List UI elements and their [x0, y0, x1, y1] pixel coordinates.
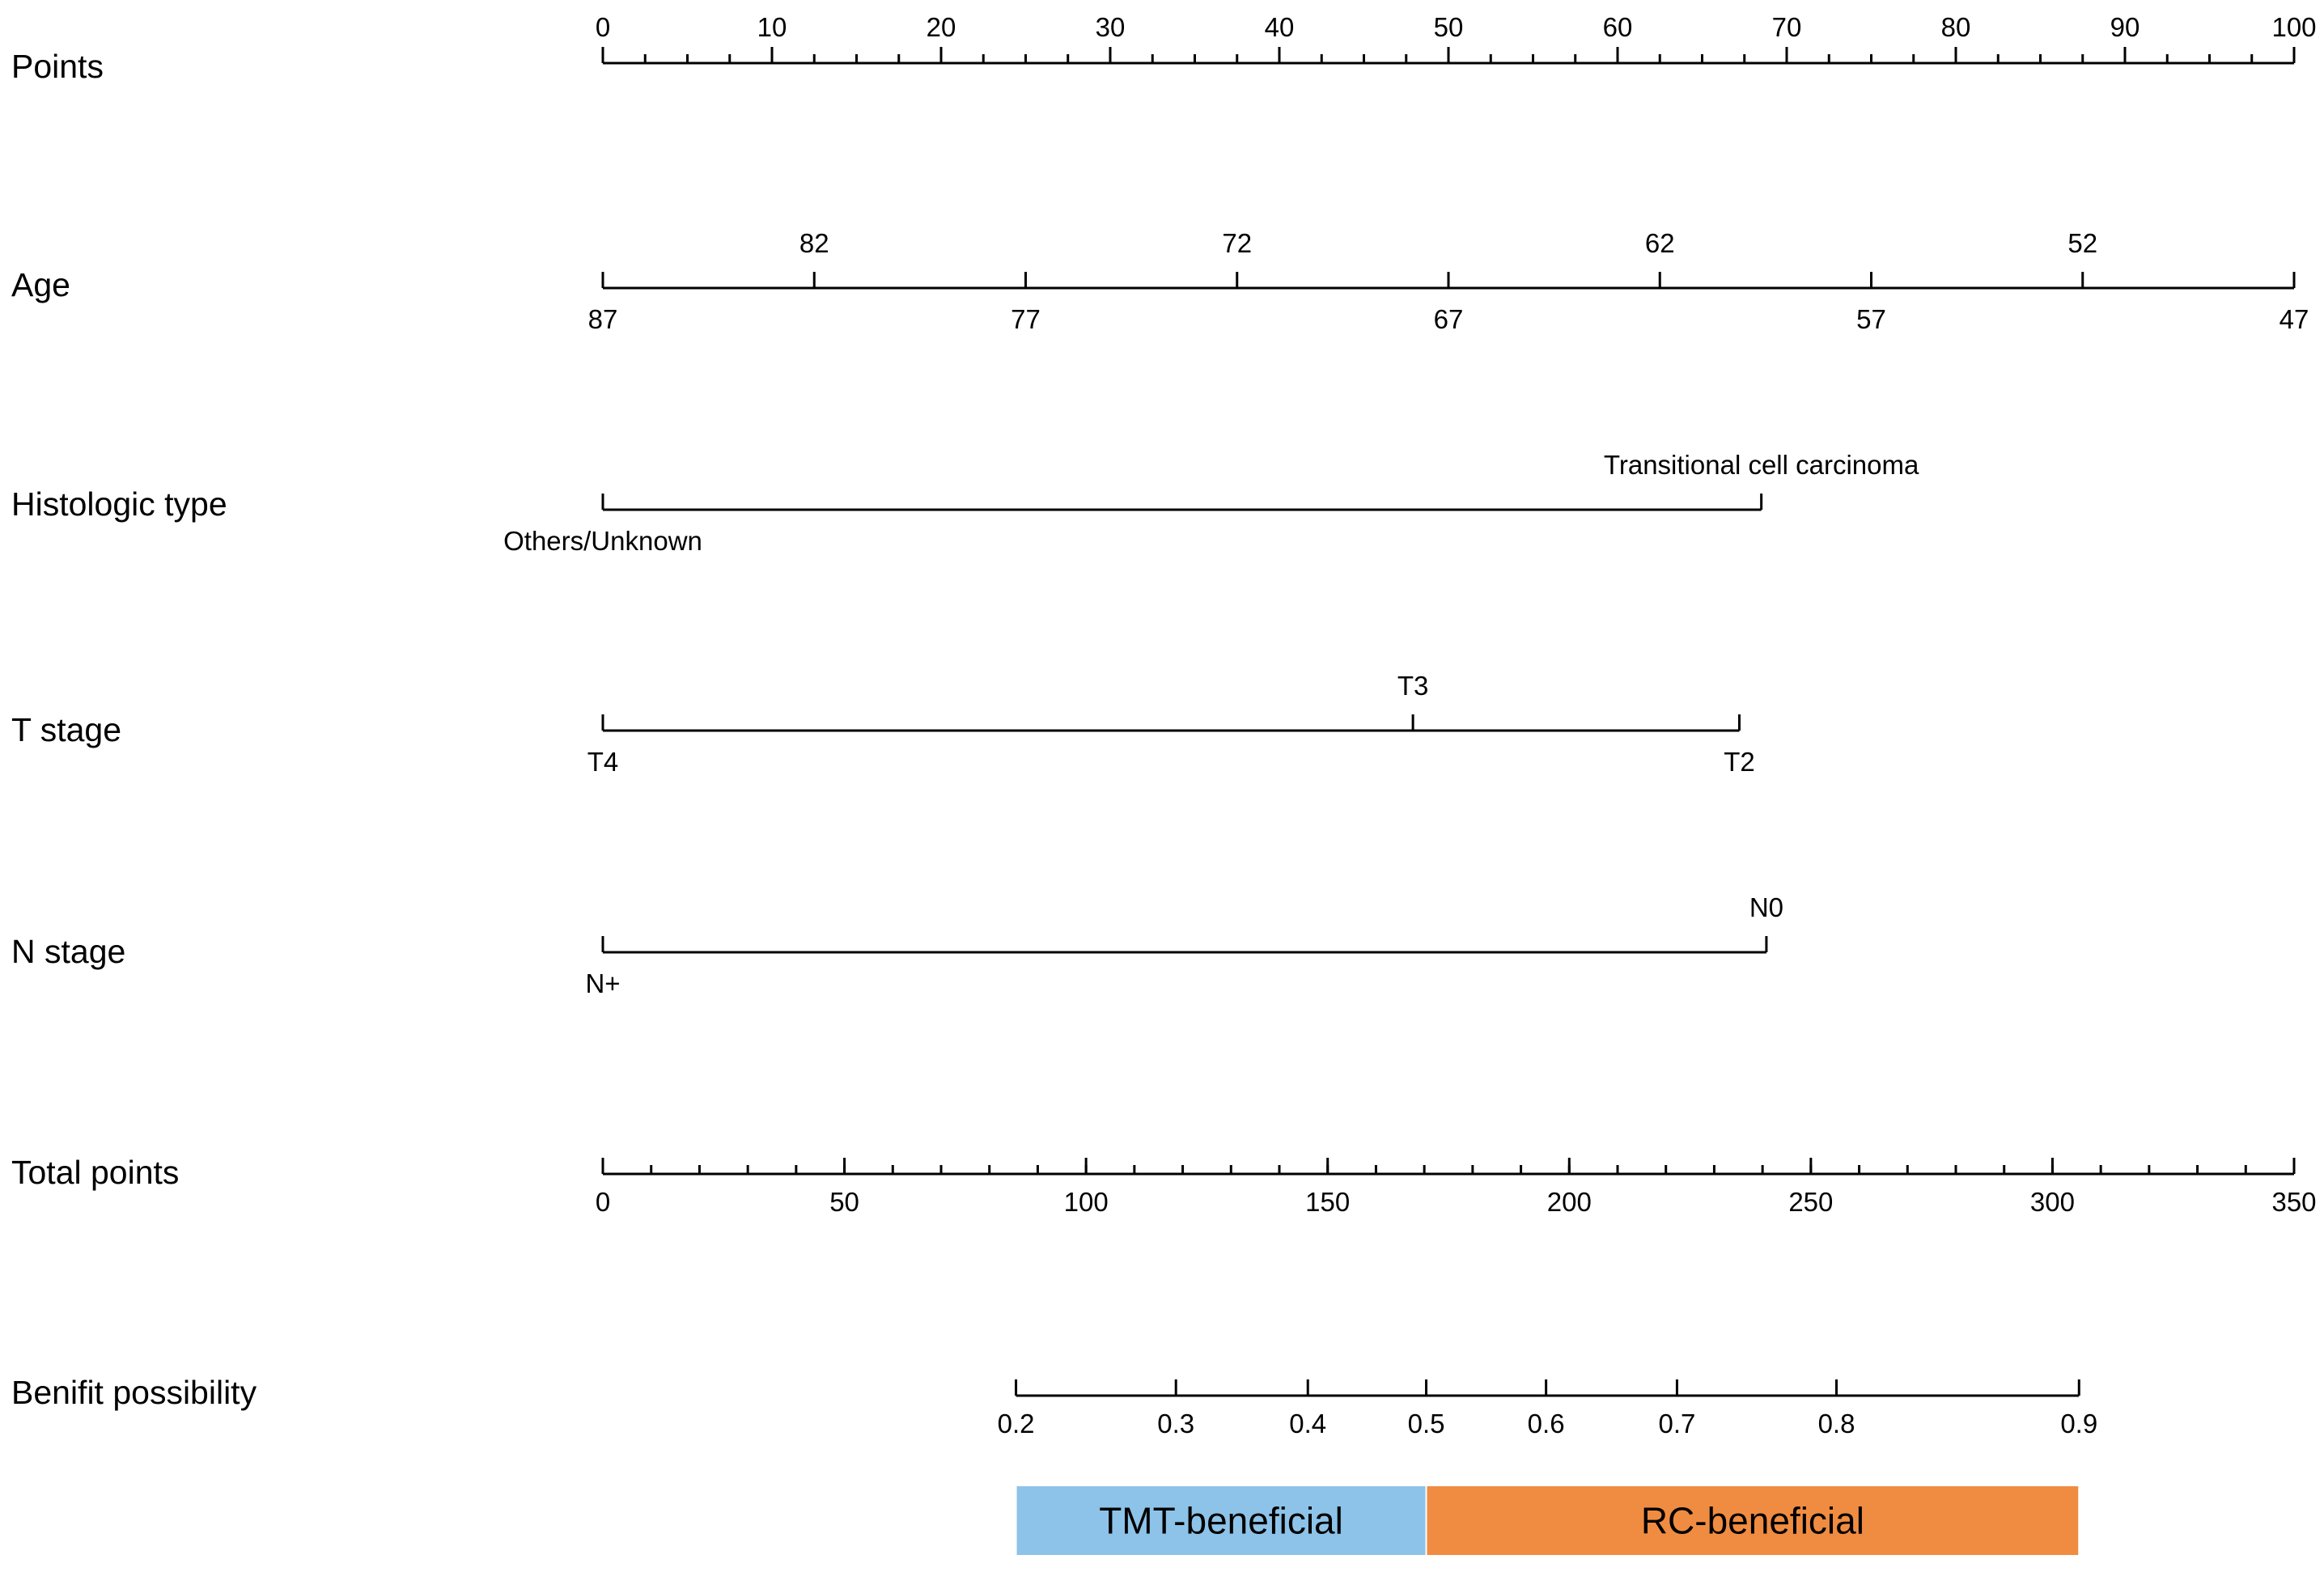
age-tick-label: 62 [1645, 228, 1675, 258]
benefit-tick-label: 0.8 [1818, 1409, 1855, 1439]
points-tick-label: 30 [1096, 12, 1126, 42]
total-tick-label: 0 [596, 1187, 610, 1217]
benefit-tick-label: 0.3 [1157, 1409, 1194, 1439]
histologic-tick-label: Others/Unknown [503, 526, 702, 556]
age-tick-label: 57 [1856, 304, 1886, 334]
total-tick-label: 350 [2271, 1187, 2316, 1217]
age-tick-label: 67 [1434, 304, 1464, 334]
points-tick-label: 90 [2110, 12, 2140, 42]
age-tick-label: 52 [2067, 228, 2097, 258]
nstage-label: N stage [11, 933, 125, 970]
total-tick-label: 100 [1064, 1187, 1109, 1217]
total-tick-label: 300 [2030, 1187, 2075, 1217]
benefit-tick-label: 0.4 [1289, 1409, 1326, 1439]
histologic-label: Histologic type [11, 485, 227, 523]
benefit-tick-label: 0.5 [1408, 1409, 1445, 1439]
points-tick-label: 80 [1941, 12, 1971, 42]
points-tick-label: 100 [2271, 12, 2316, 42]
points-tick-label: 20 [927, 12, 956, 42]
benefit-tick-label: 0.9 [2060, 1409, 2097, 1439]
nstage-tick-label: N0 [1749, 892, 1783, 922]
age-tick-label: 77 [1011, 304, 1041, 334]
tstage-tick-label: T4 [587, 747, 619, 777]
tstage-label: T stage [11, 711, 121, 748]
age-tick-label: 47 [2279, 304, 2309, 334]
points-tick-label: 10 [757, 12, 787, 42]
total-tick-label: 200 [1547, 1187, 1592, 1217]
total-tick-label: 150 [1305, 1187, 1350, 1217]
region-box-rc [1425, 1485, 2080, 1557]
age-tick-label: 72 [1222, 228, 1252, 258]
points-label: Points [11, 48, 104, 85]
age-tick-label: 82 [799, 228, 829, 258]
region-label-rc: RC-beneficial [1641, 1500, 1864, 1542]
benefit-tick-label: 0.2 [998, 1409, 1035, 1439]
points-tick-label: 70 [1772, 12, 1802, 42]
benefit-tick-label: 0.7 [1659, 1409, 1696, 1439]
points-tick-label: 0 [596, 12, 610, 42]
region-label-tmt: TMT-beneficial [1099, 1500, 1343, 1542]
points-tick-label: 50 [1434, 12, 1464, 42]
total-tick-label: 250 [1788, 1187, 1833, 1217]
points-tick-label: 60 [1603, 12, 1633, 42]
age-tick-label: 87 [588, 304, 618, 334]
benefit-label: Benifit possibility [11, 1374, 257, 1411]
tstage-tick-label: T2 [1724, 747, 1755, 777]
region-box-tmt [1015, 1485, 1427, 1557]
points-tick-label: 40 [1265, 12, 1295, 42]
total-label: Total points [11, 1154, 179, 1191]
benefit-tick-label: 0.6 [1528, 1409, 1565, 1439]
total-tick-label: 50 [829, 1187, 859, 1217]
tstage-tick-label: T3 [1397, 671, 1429, 701]
age-label: Age [11, 266, 70, 303]
histologic-tick-label: Transitional cell carcinoma [1604, 450, 1919, 480]
nstage-tick-label: N+ [585, 968, 620, 998]
